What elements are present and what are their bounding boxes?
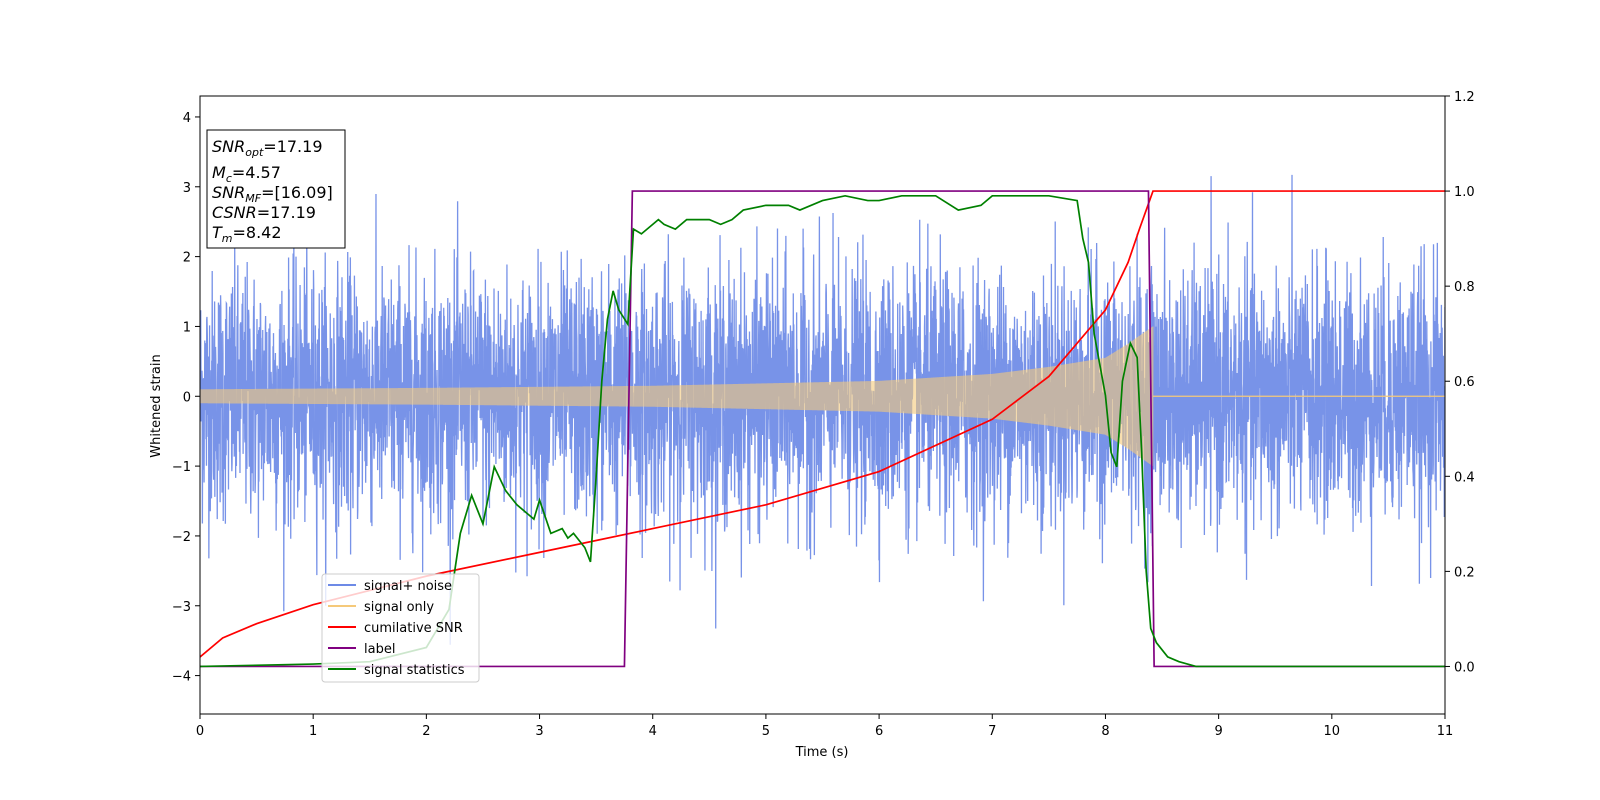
y-axis-label: Whitened strain (149, 354, 164, 457)
info-box-line: Mc=4.57 (212, 163, 281, 185)
y-right-tick-label: 0.4 (1454, 470, 1475, 485)
x-tick-label: 1 (309, 724, 317, 739)
y-left-tick-label: 1 (183, 320, 191, 335)
x-tick-label: 3 (535, 724, 543, 739)
info-box-frame (206, 129, 346, 249)
legend-label: signal statistics (364, 663, 465, 678)
y-right-tick-label: 0.8 (1454, 280, 1475, 295)
series-signal-plus-noise (200, 174, 1445, 645)
series-layer (200, 174, 1445, 668)
series-cumulative-snr (200, 190, 1445, 658)
y-right-tick-label: 0.0 (1454, 660, 1475, 675)
info-box-line: Tm=8.42 (212, 223, 282, 245)
info-box-line: SNRMF=[16.09] (212, 183, 333, 205)
plot-frame (199, 95, 1446, 715)
x-tick-label: 11 (1437, 724, 1454, 739)
y-left-tick-label: −4 (172, 670, 191, 685)
y-left-tick-label: 2 (183, 251, 191, 266)
legend-label: signal only (364, 600, 434, 615)
info-box-line: SNRopt=17.19 (212, 137, 323, 159)
y-left-tick-label: −1 (172, 460, 191, 475)
x-tick-label: 6 (875, 724, 883, 739)
series-signal-statistics (200, 194, 1445, 668)
x-tick-label: 10 (1324, 724, 1341, 739)
y-left-tick-label: 3 (183, 181, 191, 196)
legend-label: signal+ noise (364, 579, 452, 594)
x-tick-label: 5 (762, 724, 770, 739)
y-right-tick-label: 0.2 (1454, 565, 1475, 580)
x-tick-label: 0 (196, 724, 204, 739)
y-left-tick-label: 4 (183, 111, 191, 126)
x-tick-label: 8 (1101, 724, 1109, 739)
y-right-tick-label: 0.6 (1454, 375, 1475, 390)
y-left-tick-label: −3 (172, 600, 191, 615)
x-tick-label: 4 (649, 724, 657, 739)
legend-label: cumilative SNR (364, 621, 463, 636)
series-signal-only (200, 326, 1154, 466)
x-tick-label: 7 (988, 724, 996, 739)
legend-label: label (364, 642, 395, 657)
info-box: SNRopt=17.19 Mc=4.57SNRMF=[16.09]CSNR=17.… (206, 129, 346, 249)
axes-layer: 0 1 2 3 4 5 6 7 8 9 10 11 −4 −3 −2 −1 0 1 2 3 4 0.0 0.2 0.4 0.6 0… (172, 90, 1475, 739)
y-left-tick-label: 0 (183, 390, 191, 405)
y-left-tick-label: −2 (172, 530, 191, 545)
y-right-tick-label: 1.0 (1454, 185, 1475, 200)
legend: signal+ noise signal only cumilative SNR la… (321, 573, 480, 683)
x-tick-label: 2 (422, 724, 430, 739)
y-right-tick-label: 1.2 (1454, 90, 1475, 105)
legend-frame (321, 573, 480, 683)
info-box-line: CSNR=17.19 (212, 203, 316, 222)
x-tick-label: 9 (1214, 724, 1222, 739)
x-axis-label: Time (s) (795, 745, 849, 760)
